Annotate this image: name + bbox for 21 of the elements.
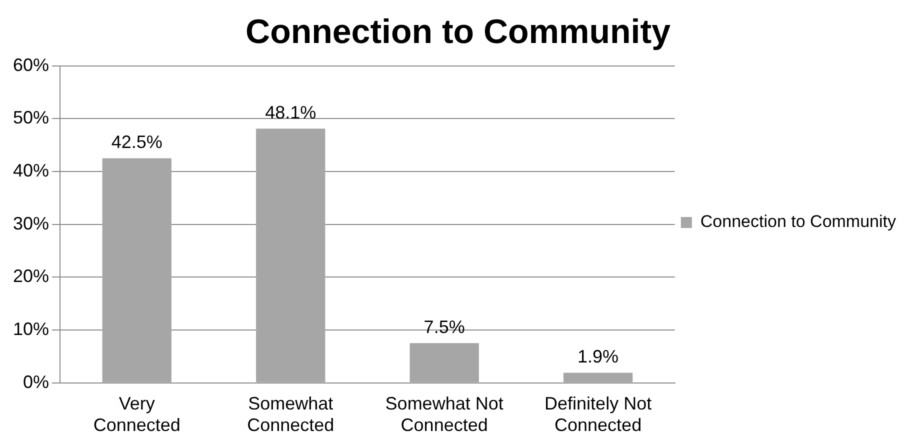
data-label: 7.5% <box>424 317 465 338</box>
data-label: 1.9% <box>578 346 619 367</box>
x-tick-label: Very Connected <box>93 394 180 436</box>
bar <box>102 158 172 382</box>
x-tick-label: Somewhat Not Connected <box>385 394 504 436</box>
x-tick-label: Definitely Not Connected <box>544 394 652 436</box>
y-tick-label: 10% <box>12 318 50 339</box>
x-tick-label: Somewhat Connected <box>247 394 334 436</box>
y-tick-label: 50% <box>12 108 50 128</box>
bar <box>410 343 479 382</box>
y-tick-label: 60% <box>12 54 50 75</box>
legend-label: Connection to Community <box>700 212 896 232</box>
data-label: 42.5% <box>111 132 162 152</box>
chart-title: Connection to Community <box>246 12 671 51</box>
bar <box>563 372 633 382</box>
y-tick-label: 0% <box>23 372 50 392</box>
bar <box>256 128 326 382</box>
y-tick-label: 40% <box>12 160 50 180</box>
data-label: 48.1% <box>265 102 316 123</box>
y-tick-label: 30% <box>12 213 50 234</box>
y-tick-label: 20% <box>12 266 50 286</box>
